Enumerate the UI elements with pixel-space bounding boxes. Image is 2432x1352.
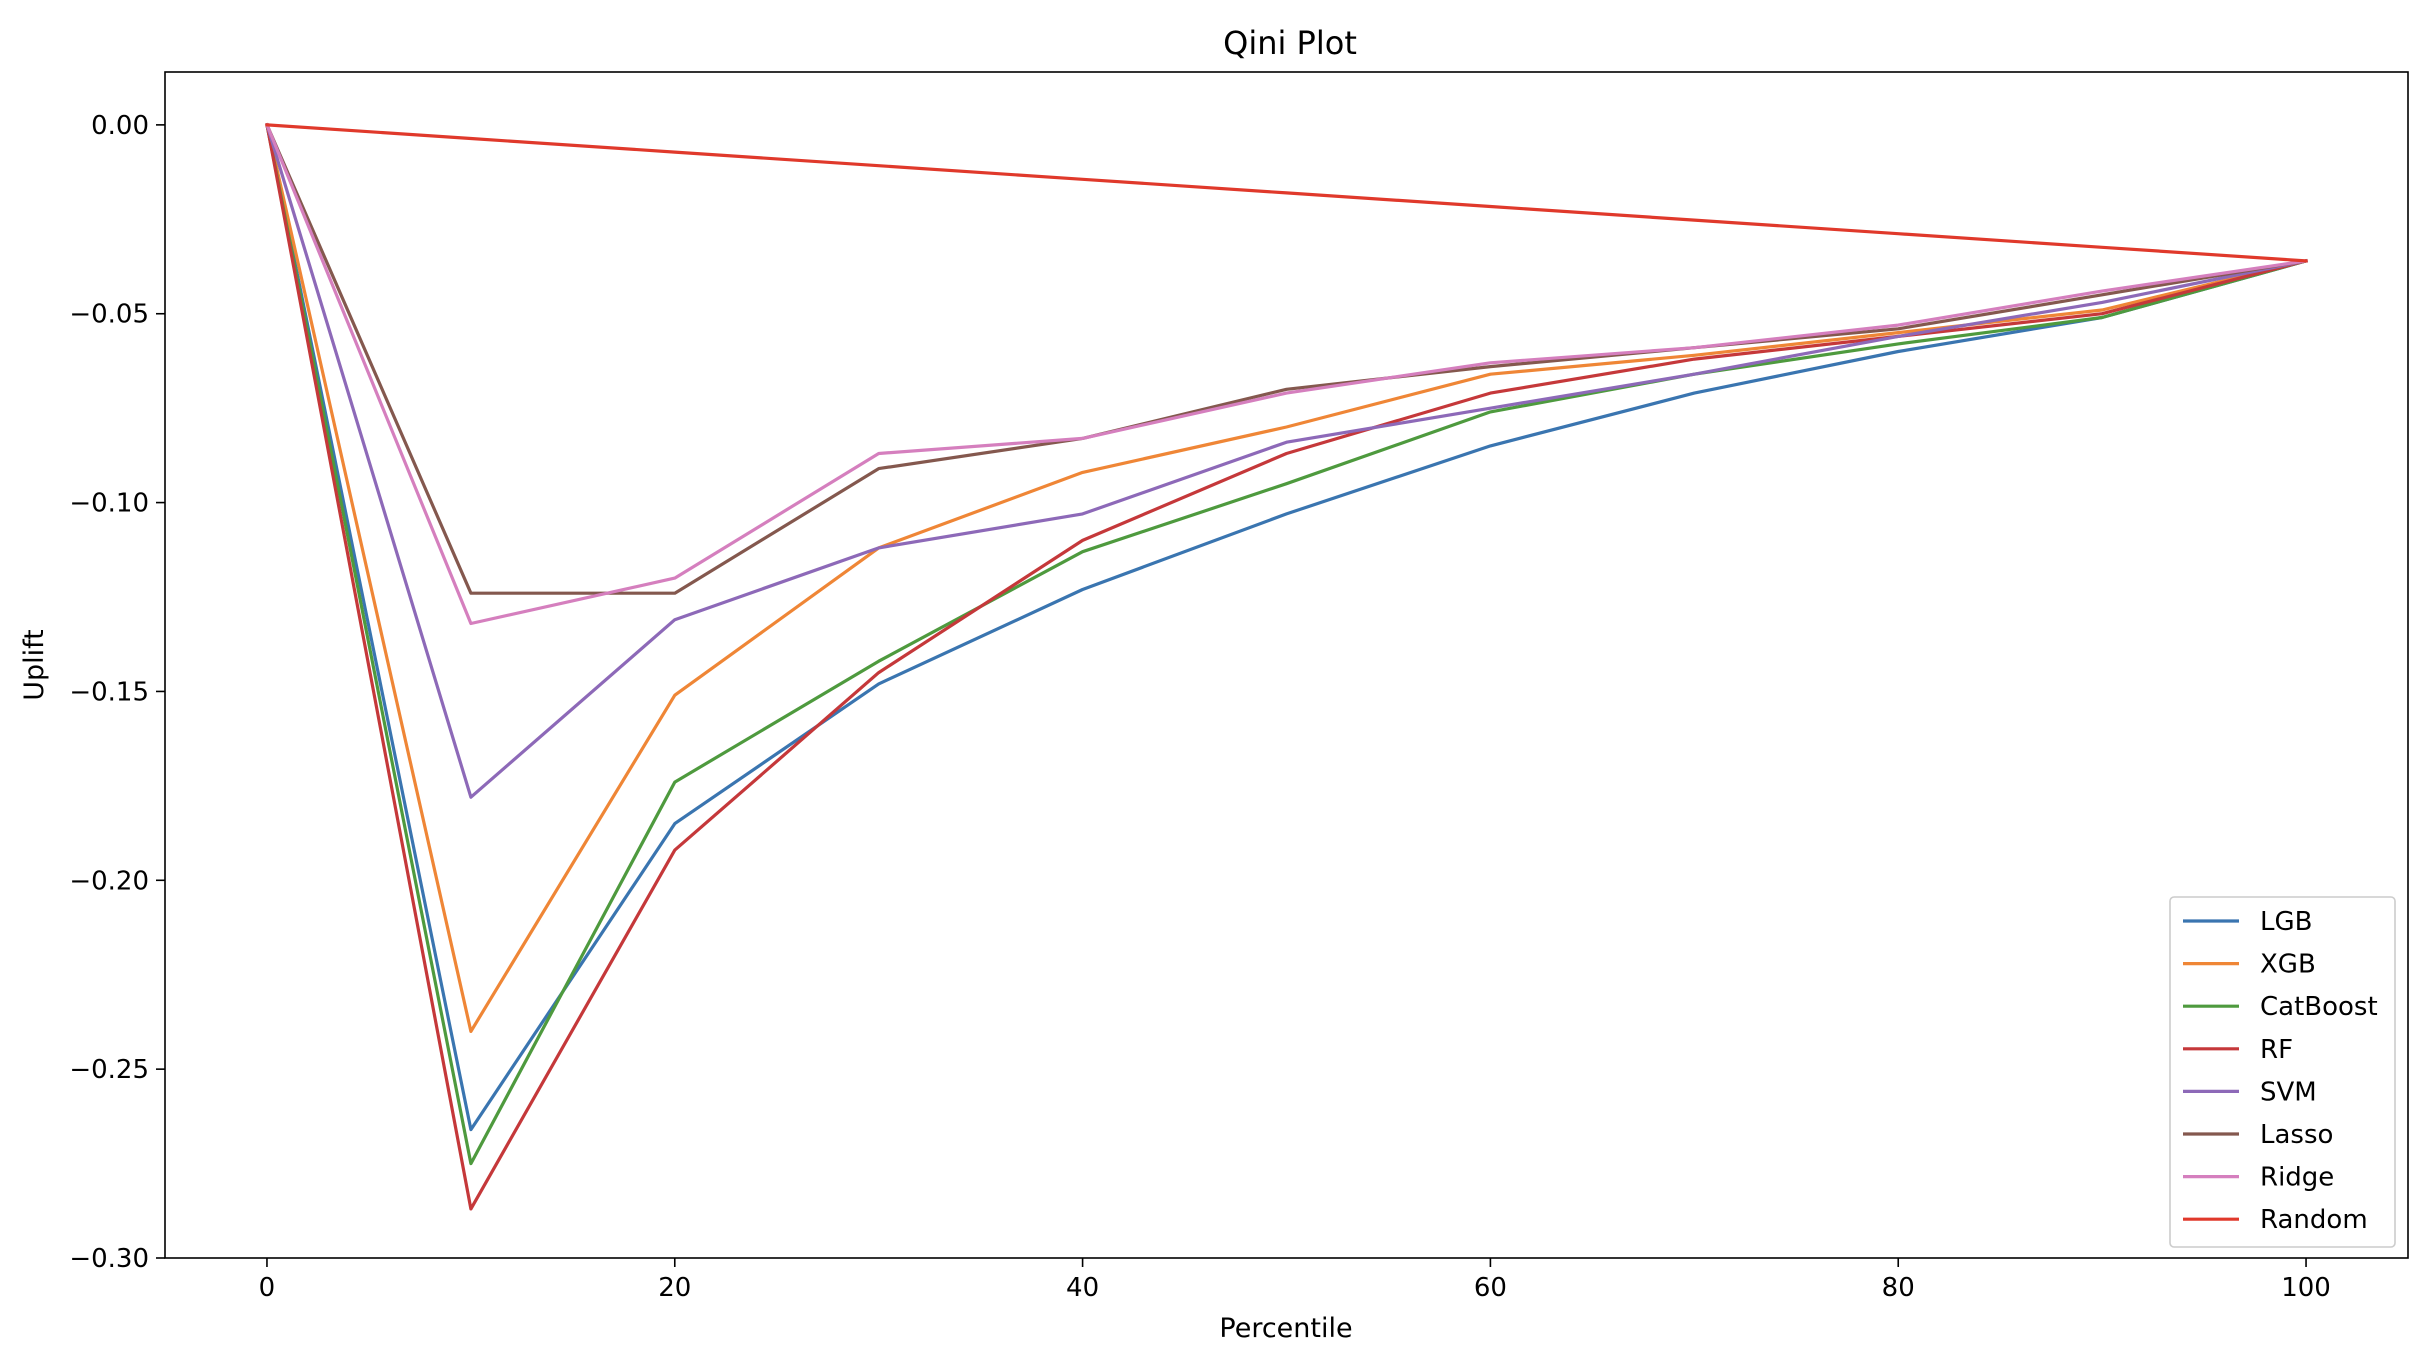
legend-label: Ridge [2260, 1163, 2334, 1193]
x-axis-label: Percentile [1219, 1313, 1352, 1344]
plot-area [164, 71, 2409, 1259]
y-tick-label: −0.10 [69, 489, 149, 519]
x-tick-label: 100 [2281, 1273, 2331, 1303]
y-tick-label: −0.25 [69, 1055, 149, 1085]
legend-label: RF [2260, 1035, 2293, 1065]
y-tick-label: −0.30 [69, 1244, 149, 1274]
plot-frame [164, 71, 2409, 1259]
series-line-random [265, 123, 2308, 263]
series-line-rf [265, 123, 2308, 1211]
legend-label: CatBoost [2260, 992, 2378, 1022]
x-tick-label: 40 [1066, 1273, 1099, 1303]
legend-frame [2169, 896, 2396, 1248]
legend-label: XGB [2260, 950, 2316, 980]
x-tick-label: 60 [1474, 1273, 1507, 1303]
y-tick-label: −0.15 [69, 677, 149, 707]
x-tick-label: 20 [658, 1273, 691, 1303]
series-lines [264, 122, 2308, 1211]
x-tick-label: 0 [259, 1273, 276, 1303]
chart-title: Qini Plot [1223, 24, 1357, 62]
y-tick-label: −0.05 [69, 300, 149, 330]
series-line-ridge [264, 122, 2308, 626]
y-tick-label: 0.00 [91, 111, 149, 141]
x-tick-label: 80 [1882, 1273, 1915, 1303]
legend-label: Random [2260, 1205, 2368, 1235]
legend-entries: LGB XGB CatBoost RF SVM Lasso Ridge Random [2183, 907, 2378, 1235]
legend: LGB XGB CatBoost RF SVM Lasso Ridge Random [2169, 896, 2396, 1248]
x-axis-ticks: 0 20 40 60 80 100 [259, 1258, 2331, 1303]
series-line-lgb [265, 123, 2308, 1132]
legend-label: LGB [2260, 907, 2312, 937]
y-axis-label: Uplift [19, 629, 50, 701]
series-line-catboost [265, 123, 2308, 1166]
legend-label: SVM [2260, 1077, 2317, 1107]
y-tick-label: −0.20 [69, 866, 149, 896]
legend-label: Lasso [2260, 1120, 2333, 1150]
y-axis-ticks: 0.00 −0.05 −0.10 −0.15 −0.20 −0.25 −0.30 [69, 111, 165, 1274]
series-line-svm [265, 122, 2308, 799]
